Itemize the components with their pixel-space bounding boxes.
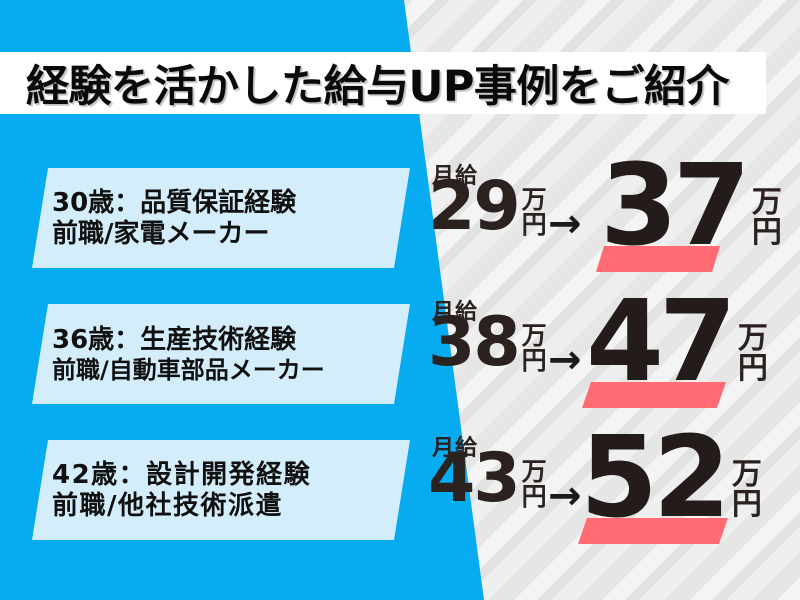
unit-man: 万 <box>737 321 768 357</box>
profile-text: 30歳：品質保証経験 前職/家電メーカー <box>52 172 402 266</box>
unit-yen: 円 <box>737 351 768 387</box>
salary-before-unit: 万 円 <box>522 323 547 373</box>
salary-after-value: 37 <box>600 141 751 271</box>
profile-plate <box>32 168 410 268</box>
salary-after-group: 37 万 円 <box>600 141 782 271</box>
unit-man: 万 <box>731 457 762 493</box>
unit-yen: 円 <box>731 487 762 523</box>
monthly-salary-label: 月給 <box>432 164 479 189</box>
arrow-icon: → <box>548 337 582 383</box>
salary-before-value: 38 <box>428 303 521 382</box>
salary-after-group: 52 万 円 <box>580 413 762 543</box>
salary-before-group: 43 万 円 <box>428 439 547 518</box>
case-row: 42歳：設計開発経験 前職/他社技術派遣 月給 43 万 円 → 52 万 円 <box>0 413 800 564</box>
case-row: 30歳：品質保証経験 前職/家電メーカー 月給 29 万 円 → 37 万 円 <box>0 141 800 292</box>
unit-man: 万 <box>521 320 547 350</box>
highlight-bar <box>578 518 728 544</box>
profile-plate <box>32 304 410 404</box>
highlight-bar <box>582 382 726 408</box>
salary-block: 月給 38 万 円 → 47 万 円 <box>428 277 800 428</box>
unit-man: 万 <box>521 456 547 486</box>
case-row: 36歳：生産技術経験 前職/自動車部品メーカー 月給 38 万 円 → 47 万… <box>0 277 800 428</box>
salary-before-group: 29 万 円 <box>428 167 547 246</box>
monthly-salary-label: 月給 <box>432 436 479 461</box>
profile-text: 36歳：生産技術経験 前職/自動車部品メーカー <box>52 308 402 402</box>
salary-after-value: 47 <box>586 277 737 407</box>
monthly-salary-label: 月給 <box>432 300 479 325</box>
salary-before-unit: 万 円 <box>522 459 547 509</box>
profile-plate <box>32 440 410 540</box>
profile-line-1: 36歳：生産技術経験 <box>52 325 297 355</box>
unit-yen: 円 <box>521 209 547 239</box>
profile-text: 42歳：設計開発経験 前職/他社技術派遣 <box>52 444 402 538</box>
profile-line-2: 前職/他社技術派遣 <box>52 491 283 521</box>
salary-before-group: 38 万 円 <box>428 303 547 382</box>
profile-line-1: 30歳：品質保証経験 <box>52 187 297 218</box>
salary-before-value: 43 <box>428 439 521 518</box>
title-banner <box>0 52 766 114</box>
arrow-icon: → <box>548 473 582 519</box>
salary-before-unit: 万 円 <box>522 187 547 237</box>
salary-before-value: 29 <box>428 167 521 246</box>
salary-after-unit: 万 円 <box>752 188 782 248</box>
arrow-icon: → <box>548 201 582 247</box>
unit-yen: 円 <box>521 345 547 375</box>
profile-line-2: 前職/家電メーカー <box>52 219 270 249</box>
highlight-bar <box>596 246 720 272</box>
salary-after-unit: 万 円 <box>738 324 768 384</box>
unit-man: 万 <box>521 184 547 214</box>
salary-block: 月給 43 万 円 → 52 万 円 <box>428 413 800 564</box>
profile-line-1: 42歳：設計開発経験 <box>52 459 312 490</box>
unit-yen: 円 <box>521 481 547 511</box>
salary-after-unit: 万 円 <box>732 460 762 520</box>
salary-after-group: 47 万 円 <box>586 277 768 407</box>
unit-yen: 円 <box>751 215 782 251</box>
salary-after-value: 52 <box>580 413 731 543</box>
salary-block: 月給 29 万 円 → 37 万 円 <box>428 141 800 292</box>
page-title: 経験を活かした給与UP事例をご紹介 <box>26 62 729 112</box>
unit-man: 万 <box>751 185 782 221</box>
profile-line-2: 前職/自動車部品メーカー <box>52 356 325 385</box>
